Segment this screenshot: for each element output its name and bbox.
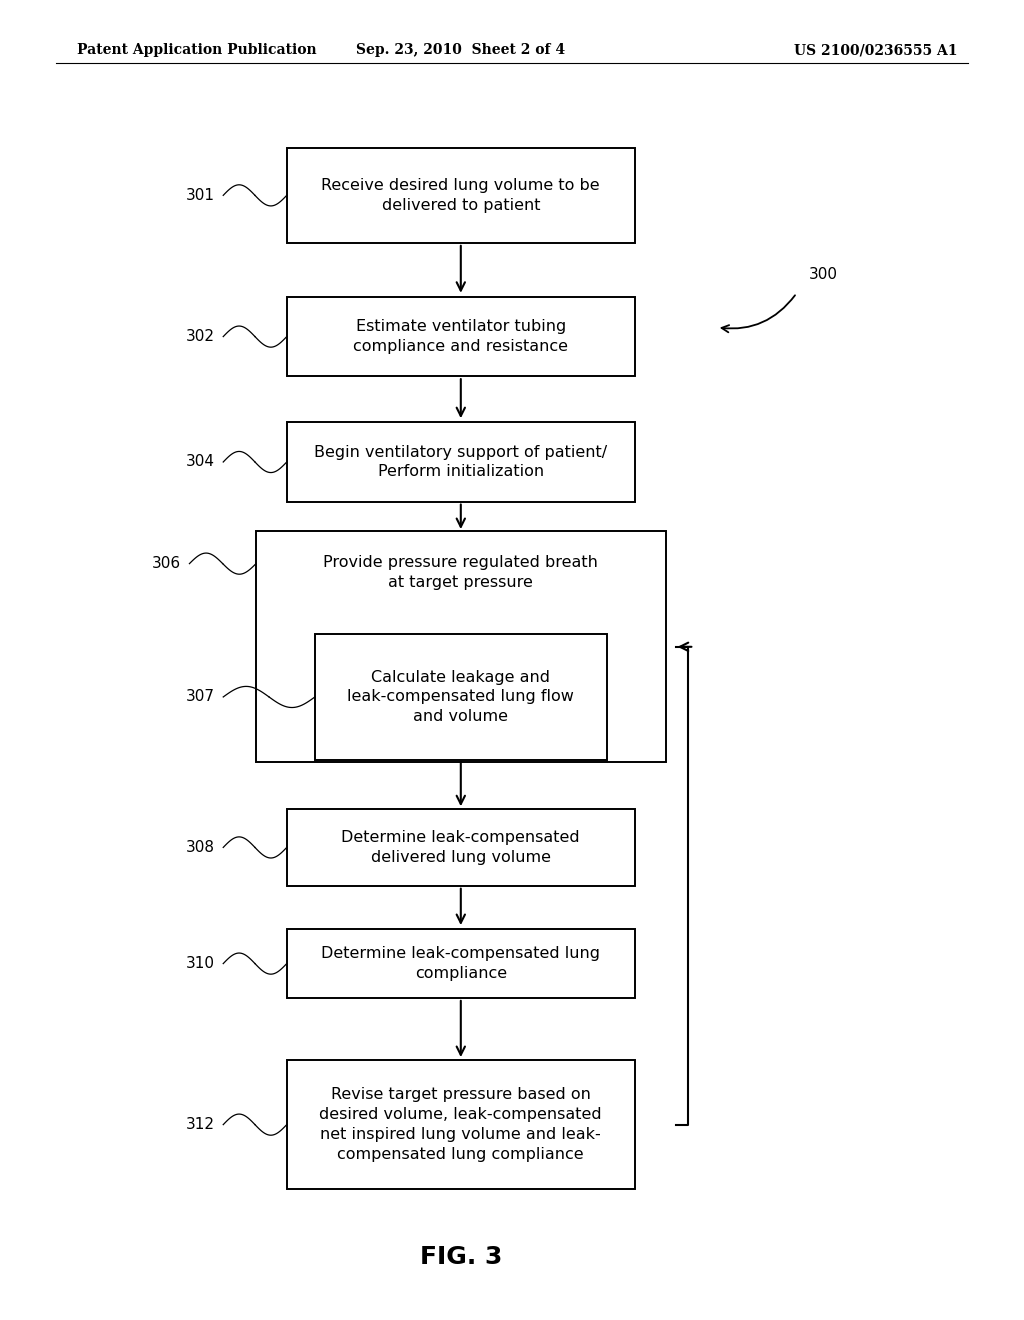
Text: 306: 306 bbox=[153, 556, 181, 572]
Bar bbox=[287, 297, 635, 376]
Text: Receive desired lung volume to be
delivered to patient: Receive desired lung volume to be delive… bbox=[322, 178, 600, 213]
Text: 302: 302 bbox=[186, 329, 215, 345]
Text: 307: 307 bbox=[186, 689, 215, 705]
Text: 312: 312 bbox=[186, 1117, 215, 1133]
Bar bbox=[287, 809, 635, 886]
Bar bbox=[256, 532, 666, 763]
Bar bbox=[287, 929, 635, 998]
Bar bbox=[287, 422, 635, 502]
Text: Patent Application Publication: Patent Application Publication bbox=[77, 44, 316, 57]
Text: 310: 310 bbox=[186, 956, 215, 972]
Text: FIG. 3: FIG. 3 bbox=[420, 1245, 502, 1269]
Text: Calculate leakage and
leak-compensated lung flow
and volume: Calculate leakage and leak-compensated l… bbox=[347, 669, 574, 725]
Text: Provide pressure regulated breath
at target pressure: Provide pressure regulated breath at tar… bbox=[324, 554, 598, 590]
Text: 300: 300 bbox=[809, 267, 838, 282]
Text: Sep. 23, 2010  Sheet 2 of 4: Sep. 23, 2010 Sheet 2 of 4 bbox=[356, 44, 565, 57]
Text: Revise target pressure based on
desired volume, leak-compensated
net inspired lu: Revise target pressure based on desired … bbox=[319, 1088, 602, 1162]
Bar bbox=[287, 1060, 635, 1189]
Text: 304: 304 bbox=[186, 454, 215, 470]
Bar bbox=[287, 148, 635, 243]
Text: US 2100/0236555 A1: US 2100/0236555 A1 bbox=[794, 44, 957, 57]
Text: Begin ventilatory support of patient/
Perform initialization: Begin ventilatory support of patient/ Pe… bbox=[314, 445, 607, 479]
Bar bbox=[315, 635, 606, 759]
Text: Determine leak-compensated
delivered lung volume: Determine leak-compensated delivered lun… bbox=[341, 830, 581, 865]
Text: 308: 308 bbox=[186, 840, 215, 855]
Text: 301: 301 bbox=[186, 187, 215, 203]
Text: Determine leak-compensated lung
compliance: Determine leak-compensated lung complian… bbox=[322, 946, 600, 981]
Text: Estimate ventilator tubing
compliance and resistance: Estimate ventilator tubing compliance an… bbox=[353, 319, 568, 354]
